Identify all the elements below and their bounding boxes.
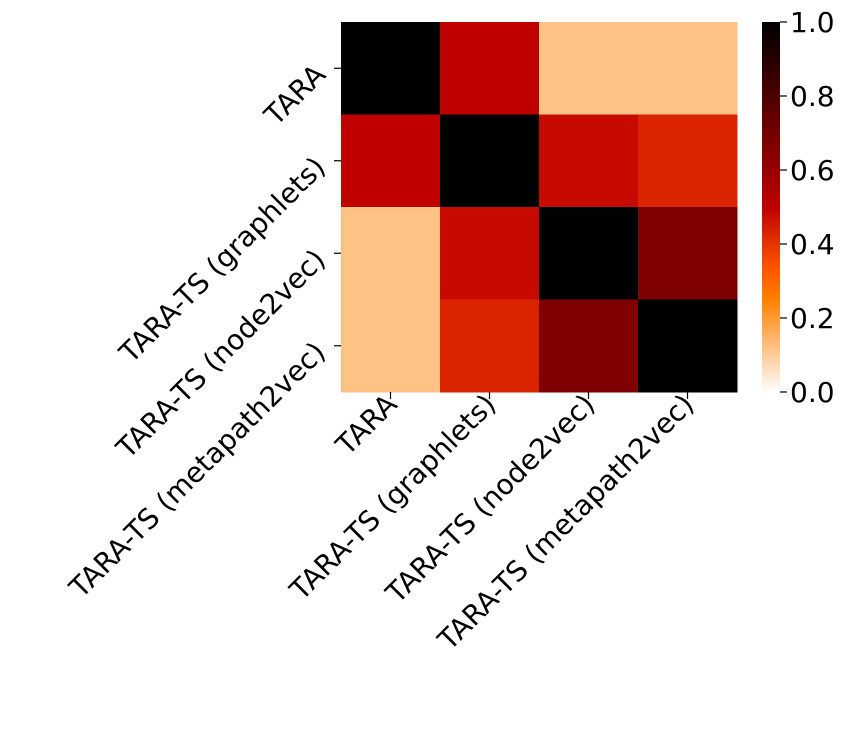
heatmap-cell	[341, 207, 441, 300]
heatmap-cell	[638, 114, 738, 208]
heatmap-cell	[638, 22, 738, 115]
heatmap-cell	[341, 299, 441, 393]
heatmap-cell	[638, 207, 738, 300]
heatmap-cell	[341, 114, 441, 208]
heatmap-cell	[539, 22, 639, 115]
colorbar-tick-label: 1.0	[790, 6, 835, 39]
colorbar-tick-label: 0.8	[790, 80, 835, 113]
colorbar-tick-label: 0.6	[790, 154, 835, 187]
colorbar-tick-label: 0.0	[790, 376, 835, 409]
colorbar-tick-label: 0.2	[790, 302, 835, 335]
heatmap-cell	[440, 299, 540, 393]
y-tick-label: TARA	[257, 58, 332, 133]
x-tick-label: TARA	[329, 388, 404, 463]
colorbar-tick-label: 0.4	[790, 228, 835, 261]
heatmap-cell	[440, 22, 540, 115]
heatmap-cell	[539, 114, 639, 208]
heatmap-cell	[539, 207, 639, 300]
colorbar	[762, 22, 780, 392]
heatmap-cell	[341, 22, 441, 115]
heatmap-cell	[440, 207, 540, 300]
heatmap-cell	[638, 299, 738, 393]
heatmap-cell	[440, 114, 540, 208]
heatmap-cell	[539, 299, 639, 393]
